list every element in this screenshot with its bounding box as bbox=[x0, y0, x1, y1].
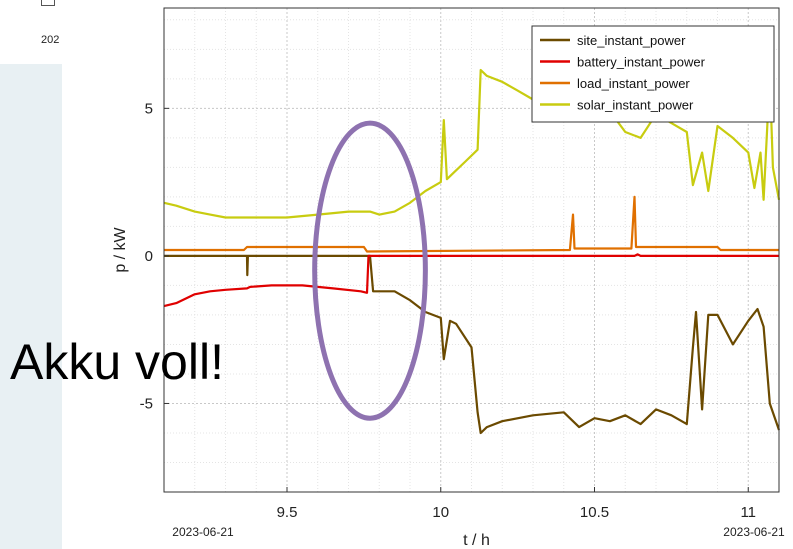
checkbox-fragment bbox=[41, 0, 55, 6]
legend-label-load_instant_power: load_instant_power bbox=[577, 76, 690, 91]
x-tick-label: 11 bbox=[740, 504, 756, 521]
legend-box bbox=[531, 25, 775, 123]
annotation-text: Akku voll! bbox=[10, 334, 224, 390]
y-tick-label: -5 bbox=[140, 395, 153, 412]
series-layer bbox=[163, 68, 781, 435]
plot-frame bbox=[163, 7, 780, 493]
legend: site_instant_power battery_instant_powerl… bbox=[531, 25, 775, 123]
y-tick-label: 5 bbox=[145, 100, 153, 117]
legend-label-solar_instant_power: solar_instant_power bbox=[577, 98, 694, 113]
x-tick-label: 10.5 bbox=[580, 504, 609, 521]
date-label-left: 2023-06-21 bbox=[172, 525, 234, 539]
x-tick-label: 10 bbox=[432, 504, 449, 521]
highlight-ellipse bbox=[312, 120, 428, 421]
legend-label-battery_instant_power: battery_instant_power bbox=[577, 55, 706, 70]
series-line-battery_instant_power bbox=[163, 253, 779, 308]
x-axis-label: t / h bbox=[463, 532, 490, 549]
x-tick-label: 9.5 bbox=[277, 504, 298, 521]
series-line-load_instant_power bbox=[164, 195, 779, 253]
background-panel bbox=[0, 64, 62, 549]
y-axis-label: p / kW bbox=[112, 226, 129, 272]
clipped-date-fragment: 202 bbox=[41, 34, 60, 46]
y-tick-label: 0 bbox=[145, 248, 153, 265]
legend-label-site_instant_power: site_instant_power bbox=[577, 33, 686, 48]
date-label-right: 2023-06-21 bbox=[723, 525, 785, 539]
series-line-site_instant_power bbox=[164, 254, 781, 435]
series-line-solar_instant_power bbox=[163, 68, 781, 219]
tick-labels: 9.5 10 10.5 11 -5 0 5 bbox=[140, 100, 756, 521]
